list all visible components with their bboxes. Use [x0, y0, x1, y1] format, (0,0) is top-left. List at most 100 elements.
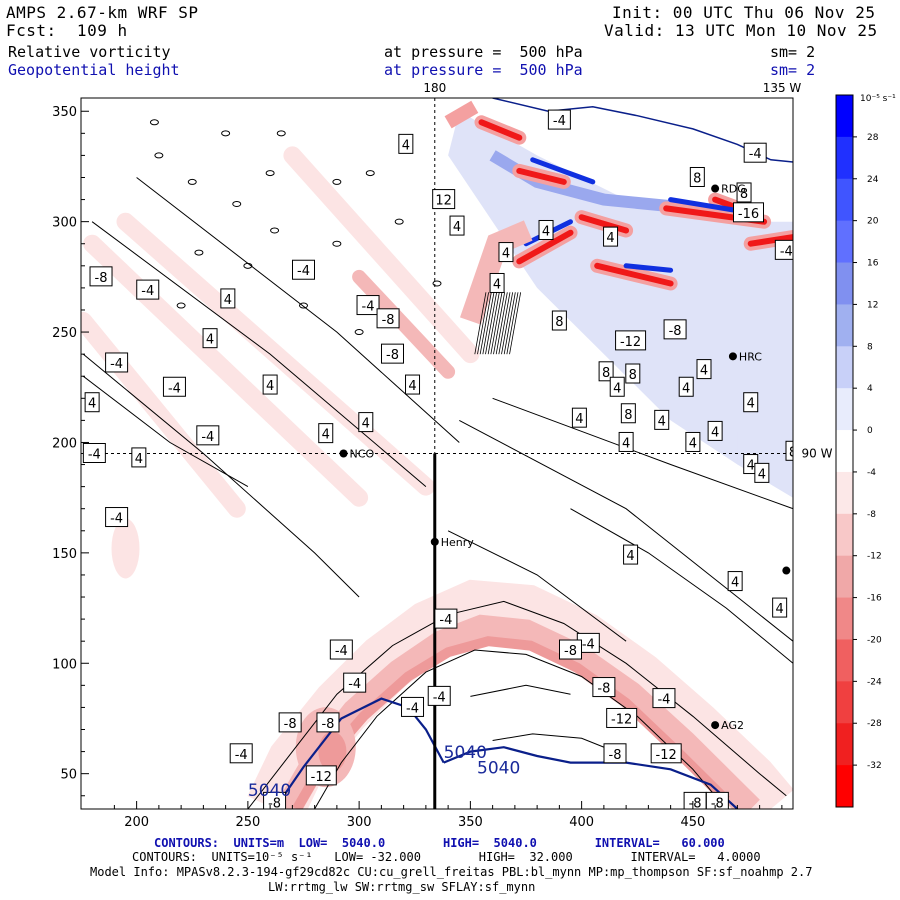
contour-label-text: 4 — [206, 333, 214, 348]
contour-label-text: 4 — [747, 397, 755, 412]
contour-label-box — [162, 376, 186, 397]
forecast-hour: Fcst: 109 h — [6, 21, 128, 40]
contour-label-box — [705, 791, 729, 809]
colorbar-label: 24 — [867, 175, 879, 185]
colorbar-swatch — [836, 262, 853, 305]
contour-label-text: -8 — [597, 682, 610, 697]
contour-label-text: 4 — [135, 452, 143, 467]
contour-label-box — [609, 376, 625, 397]
contour-label-text: -4 — [582, 637, 595, 652]
contour-label-text: 8 — [789, 445, 797, 460]
vorticity-band-nw — [116, 212, 435, 496]
contour-label: 8 — [689, 166, 705, 187]
vorticity-contour-loop — [154, 152, 164, 159]
plot-frame — [80, 97, 794, 810]
contour-label-text: -8 — [564, 644, 577, 659]
contour-label-text: 4 — [542, 224, 550, 239]
contour-label: -8 — [559, 639, 582, 660]
vorticity-contour-loop — [149, 119, 159, 126]
vorticity-dense-contour — [477, 292, 490, 355]
contour-label-text: 4 — [731, 576, 739, 591]
contour-label-text: -4 — [201, 430, 214, 445]
contour-label: 8 — [736, 182, 752, 203]
field1-name: Relative vorticity — [8, 43, 171, 61]
contour-label: 4 — [202, 328, 218, 349]
contour-label: -4 — [343, 672, 367, 693]
contour-label-text: -8 — [284, 717, 297, 732]
contour-label: -8 — [278, 712, 302, 733]
colorbar-swatch — [836, 555, 853, 599]
contour-label-text: -8 — [669, 324, 682, 339]
contour-label: -4 — [136, 279, 160, 300]
contour-label: -4 — [229, 743, 253, 764]
contour-label-box — [571, 407, 587, 428]
vorticity-contour-line — [82, 375, 249, 488]
vorticity-contour-line — [136, 177, 460, 443]
contour-label: 4 — [707, 420, 723, 441]
x-tick-label: 200 — [124, 815, 149, 830]
colorbar-swatch — [836, 597, 853, 640]
colorbar-label: 28 — [867, 133, 879, 143]
vorticity-neg-stripe — [460, 220, 533, 325]
contour-label-text: -8 — [386, 348, 399, 363]
field1-smoothing: sm= 2 — [770, 43, 816, 61]
contour-label-text: -12 — [611, 712, 632, 727]
contour-label: 8 — [813, 466, 827, 485]
contour-label-box — [202, 328, 218, 349]
colorbar-swatch — [836, 136, 853, 180]
contour-label: -4 — [427, 685, 451, 706]
height-label: 5040 — [477, 759, 520, 779]
contour-label: -12 — [606, 707, 638, 728]
contour-label-box — [678, 376, 694, 397]
vorticity-dense-contour — [498, 292, 511, 355]
contour-label-box — [343, 672, 367, 693]
contour-label-box — [754, 462, 770, 483]
contour-label-text: -4 — [335, 644, 348, 659]
station-marker — [711, 184, 720, 193]
contour-label: -8 — [663, 319, 687, 340]
contour-label: 12 — [432, 189, 456, 210]
vorticity-dense-contour — [482, 292, 495, 355]
contour-label: 4 — [84, 392, 100, 413]
contour-label-text: 4 — [402, 138, 410, 153]
vorticity-neg-core — [747, 234, 793, 247]
colorbar-label: 12 — [867, 300, 878, 310]
colorbar-label: -32 — [867, 761, 882, 771]
colorbar-swatch — [836, 723, 853, 766]
vorticity-positive-region — [448, 111, 793, 487]
contour-label-box — [592, 677, 616, 698]
colorbar-label: -8 — [867, 510, 876, 520]
colorbar-label: 4 — [867, 384, 873, 394]
vorticity-contour-line — [447, 530, 627, 642]
colorbar-swatch — [836, 388, 853, 431]
contour-label-text: 8 — [827, 489, 835, 504]
contour-label: 8 — [625, 363, 641, 384]
contour-label-box — [615, 330, 647, 351]
vorticity-neg-core — [578, 214, 630, 234]
station-label: NCO — [350, 448, 375, 461]
vorticity-contour-loop — [270, 227, 280, 234]
station-marker — [728, 352, 737, 361]
colorbar-unit: 10⁻⁵ s⁻¹ — [860, 94, 896, 104]
colorbar-swatch — [836, 430, 853, 473]
vorticity-dense-contour — [490, 292, 503, 355]
vorticity-dense-contour — [495, 292, 508, 355]
contour-label: -4 — [434, 608, 458, 629]
contour-label-text: 4 — [758, 467, 766, 482]
vorticity-contour-line — [459, 419, 793, 642]
contour-label-box — [652, 688, 676, 709]
contour-label: -8 — [316, 712, 340, 733]
contour-label: -4 — [401, 696, 425, 717]
vorticity-contour-loop — [365, 170, 375, 177]
contour-label-box — [376, 308, 400, 329]
contour-label-text: 4 — [613, 381, 621, 396]
vorticity-dense-contour — [501, 292, 514, 355]
contour-label-text: 4 — [453, 220, 461, 235]
vorticity-contour-loop — [432, 280, 442, 287]
contour-label-text: -4 — [553, 114, 566, 129]
contour-label-text: 4 — [493, 277, 501, 292]
contour-label: 4 — [754, 462, 770, 483]
contour-label-box — [696, 359, 712, 380]
contour-label: -8 — [603, 743, 627, 764]
vorticity-neg-n — [444, 100, 479, 129]
